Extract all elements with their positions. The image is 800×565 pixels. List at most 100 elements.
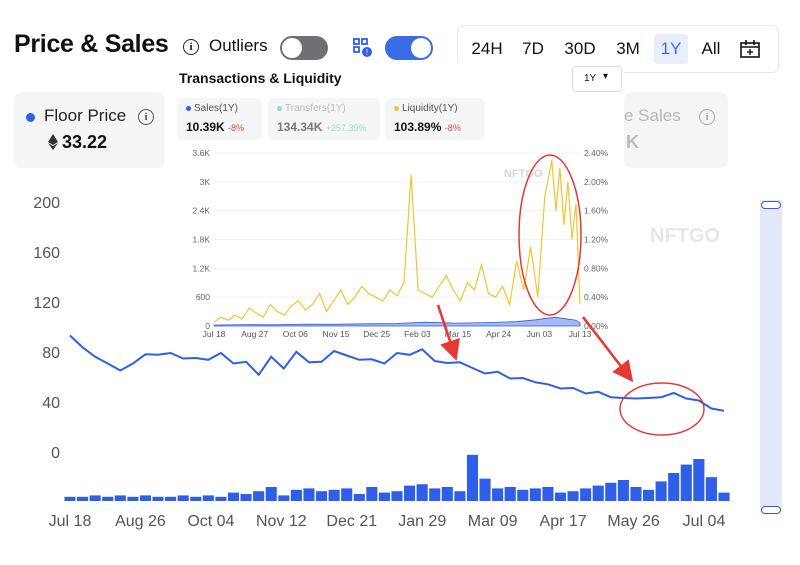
outliers-toggle[interactable] (280, 36, 328, 60)
range-slider-track[interactable] (760, 200, 782, 512)
toggle-knob (282, 38, 302, 58)
inset-watermark: NFTGO (504, 168, 543, 180)
sales-bar (139, 495, 152, 501)
sales-bar (642, 489, 655, 501)
inset-y-left-tick: 1.8K (193, 235, 211, 245)
main-watermark: NFTGO (650, 225, 720, 247)
range-7d-button[interactable]: 7D (522, 39, 544, 58)
x-tick-label: Nov 12 (256, 513, 307, 530)
x-tick-label: May 26 (607, 513, 660, 530)
range-3m-button[interactable]: 3M (616, 39, 640, 58)
range-30d-button[interactable]: 30D (564, 39, 596, 58)
sales-bar (479, 478, 491, 501)
transactions-liquidity-chart: 0 0.00%600 0.40%1.2K 0.80%1.8K 1.20%2.4K 1.60… (193, 148, 609, 339)
legend-sales[interactable]: Sales(1Y) 10.39K -8% (177, 98, 262, 140)
sales-bar (378, 492, 390, 501)
sales-bar (517, 489, 529, 501)
floor-price-label: Floor Price (44, 106, 127, 125)
legend-sales-name: Sales(1Y) (186, 103, 238, 114)
y-tick-label: 0 (51, 445, 60, 462)
sales-bar (416, 484, 428, 501)
sales-bar (353, 494, 365, 501)
sales-bar (215, 496, 227, 501)
legend-sales-value: 10.39K (186, 120, 225, 134)
calendar-icon[interactable] (740, 40, 760, 58)
sales-bar (366, 487, 378, 501)
sales-bar (89, 495, 101, 501)
floor-price-card: Floor Price i 33.22 (14, 92, 165, 168)
x-tick-label: Mar 09 (468, 513, 518, 530)
inset-y-right-tick: 2.40% (584, 148, 609, 158)
floor-price-info-icon[interactable]: i (138, 109, 154, 125)
y-tick-label: 200 (33, 195, 60, 212)
inset-y-left-tick: 3.6K (193, 148, 211, 158)
inset-range-select[interactable]: 1Y ▾ (572, 66, 622, 92)
sales-bar (441, 487, 453, 501)
y-tick-label: 120 (33, 295, 60, 312)
sales-bar (554, 492, 567, 501)
chevron-down-icon: ▾ (603, 71, 609, 82)
sales-bar (630, 487, 642, 501)
sales-bar (328, 489, 340, 501)
sales-bar (391, 491, 403, 501)
sales-bar (202, 495, 214, 501)
legend-liquidity-delta: -8% (444, 123, 461, 133)
inset-title: Transactions & Liquidity (179, 70, 342, 86)
x-tick-label: Apr 17 (540, 513, 587, 530)
legend-transfers[interactable]: Transfers(1Y) 134.34K +257.39% (268, 98, 380, 140)
x-tick-label: Aug 26 (115, 513, 166, 530)
price-sales-info-icon[interactable]: i (183, 39, 199, 55)
legend-liquidity-value: 103.89% (394, 120, 442, 134)
sales-bar (127, 496, 139, 501)
x-tick-label: Dec 21 (326, 513, 377, 530)
inset-y-right-tick: 2.00% (584, 177, 609, 187)
sales-bar (114, 495, 126, 501)
sales-bar (454, 491, 466, 501)
range-slider-top-handle[interactable] (761, 201, 781, 209)
legend-transfers-delta: +257.39% (325, 123, 367, 133)
sales-bar (278, 495, 290, 501)
sales-bar (567, 491, 579, 501)
inset-y-left-tick: 3K (200, 177, 211, 187)
range-24h-button[interactable]: 24H (471, 39, 503, 58)
sales-bar (504, 487, 516, 501)
sales-bar (404, 485, 416, 501)
inset-y-right-tick: 0.80% (584, 263, 609, 273)
sales-bar (77, 496, 89, 501)
inset-range-value: 1Y (584, 73, 597, 84)
sales-bar (592, 485, 604, 501)
sales-toggle[interactable] (385, 36, 433, 60)
sales-bar (253, 491, 265, 501)
x-tick-label: Jul 04 (683, 513, 726, 530)
legend-liquidity[interactable]: Liquidity(1Y) 103.89% -8% (385, 98, 485, 140)
legend-sales-delta: -8% (228, 123, 245, 133)
sales-bar (165, 496, 177, 501)
sales-bar (617, 480, 629, 501)
x-tick-label: Oct 04 (187, 513, 234, 530)
sales-bar (64, 496, 76, 501)
sales-bar (466, 454, 479, 501)
sales-bar (177, 495, 189, 501)
sales-bar (605, 482, 617, 501)
sales-bar (529, 488, 541, 501)
liquidity-line (213, 160, 581, 323)
legend-transfers-name: Transfers(1Y) (277, 103, 346, 114)
legend-liquidity-name: Liquidity(1Y) (394, 103, 458, 114)
sales-area (213, 316, 581, 327)
inset-y-right-tick: 1.60% (584, 206, 609, 216)
x-tick-label: Jul 18 (49, 513, 92, 530)
sales-bar (290, 489, 302, 501)
y-tick-label: 80 (42, 345, 60, 362)
inset-y-left-tick: 0 (205, 321, 210, 331)
range-1y-button[interactable]: 1Y (654, 34, 688, 64)
sales-bar (680, 464, 692, 501)
sales-bar (303, 488, 315, 501)
inset-x-tick: Mar 15 (445, 329, 472, 339)
outliers-label: Outliers (209, 36, 268, 55)
range-all-button[interactable]: All (701, 39, 721, 58)
inset-y-left-tick: 1.2K (193, 263, 211, 273)
y-tick-label: 40 (42, 395, 60, 412)
inset-x-tick: Jul 18 (203, 329, 226, 339)
range-slider-bottom-handle[interactable] (761, 506, 781, 514)
sales-info-icon[interactable]: i (699, 109, 715, 125)
